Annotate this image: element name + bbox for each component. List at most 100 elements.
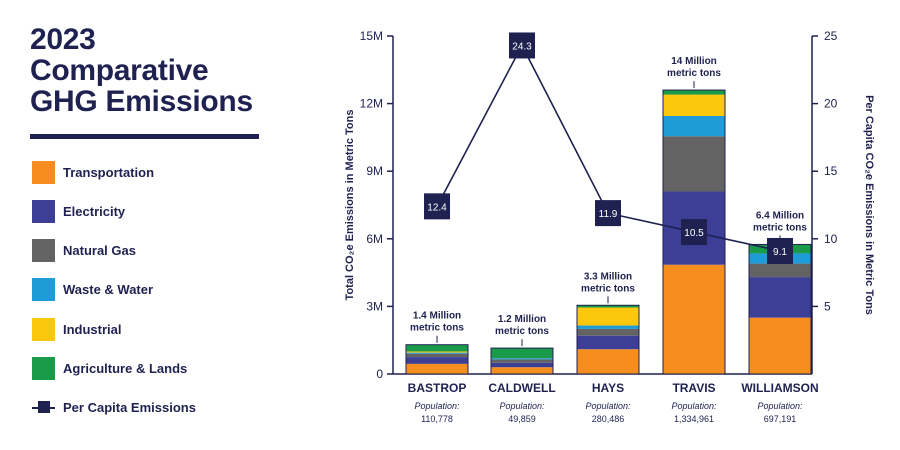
bar-segment-caldwell-natural-gas (491, 359, 553, 363)
legend: Transportation Electricity Natural Gas W… (32, 160, 262, 435)
population-caption: Population: (414, 401, 460, 411)
bar-segment-hays-industrial (577, 307, 639, 326)
category-label: TRAVIS (672, 381, 715, 395)
legend-item-transportation: Transportation (32, 160, 262, 184)
right-tick-label: 25 (824, 29, 838, 43)
per-capita-marker (424, 193, 450, 220)
page-title: 2023 Comparative GHG Emissions (30, 23, 253, 118)
per-capita-label: 10.5 (684, 228, 704, 239)
population-caption: Population: (757, 401, 803, 411)
bar-segment-travis-natural-gas (663, 136, 725, 192)
bar-segment-hays-electricity (577, 335, 639, 350)
total-label: 6.4 Million (756, 210, 804, 221)
bar-segment-caldwell-transportation (491, 367, 553, 374)
left-tick-label: 6M (366, 232, 383, 246)
bar-segment-bastrop-transportation (406, 363, 468, 374)
bar-segment-bastrop-agriculture-lands (406, 344, 468, 352)
bar-segment-hays-waste-water (577, 325, 639, 329)
total-label-unit: metric tons (753, 222, 807, 233)
legend-label-electricity: Electricity (63, 203, 126, 219)
legend-label-waste-water: Waste & Water (63, 282, 154, 298)
bar-segment-bastrop-waste-water (406, 352, 468, 354)
legend-swatch-natural-gas (32, 239, 55, 263)
legend-label-transportation: Transportation (63, 164, 155, 180)
legend-swatch-agriculture-lands (32, 356, 55, 380)
left-tick-label: 9M (366, 164, 383, 178)
per-capita-marker (681, 219, 707, 246)
title-divider (30, 134, 259, 139)
bar-segment-hays-transportation (577, 349, 639, 374)
bar-segment-hays-agriculture-lands (577, 305, 639, 308)
category-label: HAYS (592, 381, 624, 395)
per-capita-marker (595, 200, 621, 227)
bar-outline (490, 347, 554, 375)
total-label-unit: metric tons (581, 283, 635, 294)
y-axis-title-left: Total CO₂e Emissions in Metric Tons (344, 110, 356, 301)
population-value: 1,334,961 (674, 414, 714, 424)
total-label-unit: metric tons (667, 68, 721, 79)
population-value: 697,191 (764, 414, 797, 424)
category-label: WILLIAMSON (741, 381, 818, 395)
right-tick-label: 10 (824, 232, 838, 246)
population-caption: Population: (585, 401, 631, 411)
population-caption: Population: (499, 401, 545, 411)
bar-segment-bastrop-industrial (406, 351, 468, 353)
legend-label-industrial: Industrial (63, 321, 122, 337)
right-tick-label: 20 (824, 97, 838, 111)
legend-item-natural-gas: Natural Gas (32, 239, 262, 263)
legend-label-per-capita: Per Capita Emissions (63, 400, 196, 416)
population-value: 280,486 (592, 414, 625, 424)
bar-segment-travis-agriculture-lands (663, 90, 725, 95)
bar-outline (576, 304, 640, 375)
left-tick-label: 3M (366, 299, 383, 313)
legend-item-industrial: Industrial (32, 317, 262, 341)
category-label: CALDWELL (488, 381, 555, 395)
legend-item-agriculture-lands: Agriculture & Lands (32, 356, 262, 380)
per-capita-legend-icon (32, 396, 55, 419)
legend-swatch-waste-water (32, 278, 55, 302)
total-label-unit: metric tons (410, 323, 464, 334)
total-label: 3.3 Million (584, 271, 632, 282)
total-label: 1.4 Million (413, 311, 461, 322)
bar-segment-caldwell-agriculture-lands (491, 348, 553, 359)
population-value: 110,778 (421, 414, 453, 424)
bar-segment-travis-industrial (663, 94, 725, 116)
per-capita-marker (509, 32, 535, 59)
per-capita-label: 24.3 (512, 41, 532, 52)
total-label: 1.2 Million (498, 314, 546, 325)
y-axis-title-right: Per Capita CO₂e Emissions in Metric Tons (863, 95, 875, 315)
legend-label-natural-gas: Natural Gas (63, 243, 136, 259)
bar-segment-caldwell-electricity (491, 362, 553, 368)
bar-segment-bastrop-natural-gas (406, 353, 468, 358)
left-tick-label: 12M (360, 97, 383, 111)
population-value: 49,859 (508, 414, 536, 424)
per-capita-label: 12.4 (427, 202, 447, 213)
legend-swatch-industrial (32, 317, 55, 341)
legend-item-electricity: Electricity (32, 199, 262, 223)
bar-segment-travis-waste-water (663, 115, 725, 137)
legend-swatch-transportation (32, 160, 55, 184)
bar-segment-williamson-natural-gas (749, 263, 811, 278)
bar-segment-williamson-transportation (749, 317, 811, 374)
bar-segment-bastrop-electricity (406, 357, 468, 364)
bar-outline (662, 89, 726, 375)
bar-segment-caldwell-waste-water (491, 358, 553, 360)
bar-outline (405, 344, 469, 375)
total-label-unit: metric tons (495, 326, 549, 337)
total-label: 14 Million (671, 56, 717, 67)
right-tick-label: 15 (824, 164, 838, 178)
bar-segment-travis-transportation (663, 264, 725, 374)
per-capita-label: 9.1 (773, 247, 787, 258)
per-capita-label: 11.9 (599, 209, 618, 220)
legend-swatch-electricity (32, 199, 55, 223)
legend-item-waste-water: Waste & Water (32, 278, 262, 302)
left-tick-label: 15M (360, 29, 383, 43)
left-tick-label: 0 (376, 367, 383, 381)
legend-item-per-capita: Per Capita Emissions (32, 396, 262, 420)
legend-label-agriculture-lands: Agriculture & Lands (63, 360, 188, 376)
category-label: BASTROP (408, 381, 467, 395)
per-capita-marker (767, 237, 793, 264)
bar-segment-williamson-electricity (749, 277, 811, 318)
right-tick-label: 5 (824, 299, 831, 313)
